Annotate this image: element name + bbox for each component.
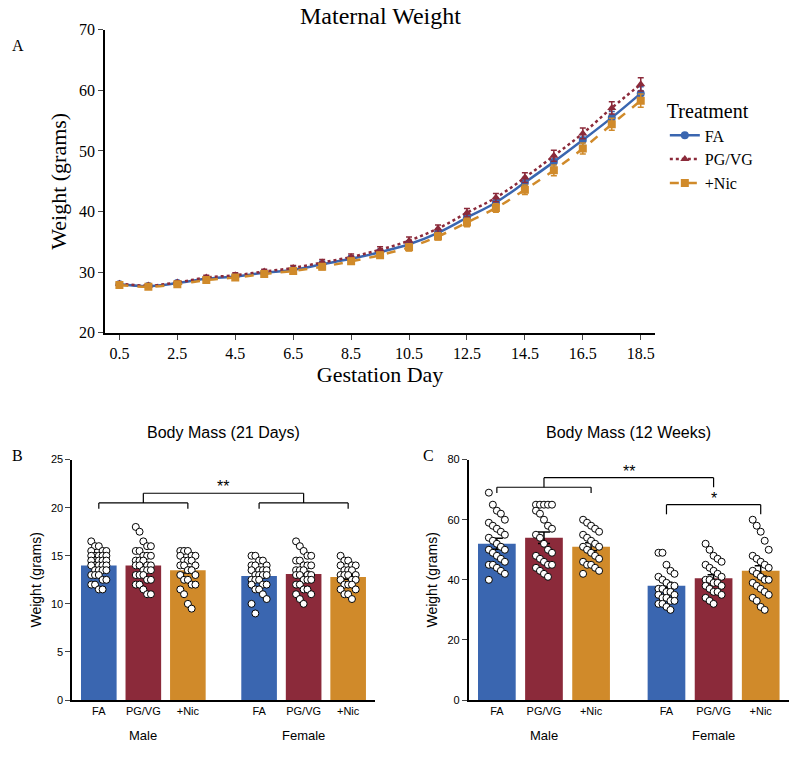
svg-text:Gestation Day: Gestation Day <box>317 362 443 387</box>
svg-text:40: 40 <box>79 203 95 220</box>
svg-text:Female: Female <box>692 728 735 743</box>
svg-text:0.5: 0.5 <box>109 345 129 362</box>
svg-text:*: * <box>711 490 717 507</box>
svg-text:B: B <box>12 447 23 464</box>
svg-text:Weight (grams): Weight (grams) <box>46 113 71 250</box>
svg-text:+Nic: +Nic <box>750 705 773 717</box>
svg-text:30: 30 <box>79 264 95 281</box>
svg-text:20: 20 <box>447 634 459 646</box>
svg-text:40: 40 <box>447 574 459 586</box>
svg-text:20: 20 <box>79 324 95 341</box>
svg-text:8.5: 8.5 <box>341 345 361 362</box>
svg-text:PG/VG: PG/VG <box>286 705 321 717</box>
svg-text:PG/VG: PG/VG <box>696 705 731 717</box>
svg-text:60: 60 <box>447 514 459 526</box>
svg-text:10: 10 <box>51 598 63 610</box>
svg-text:60: 60 <box>79 82 95 99</box>
svg-text:FA: FA <box>660 705 674 717</box>
svg-text:FA: FA <box>490 705 504 717</box>
svg-text:0: 0 <box>454 694 460 706</box>
svg-text:FA: FA <box>252 705 266 717</box>
svg-text:16.5: 16.5 <box>569 345 597 362</box>
svg-text:C: C <box>423 447 434 464</box>
svg-text:+Nic: +Nic <box>705 175 737 192</box>
svg-text:Body Mass (21 Days): Body Mass (21 Days) <box>147 424 300 441</box>
svg-text:Treatment: Treatment <box>667 100 749 122</box>
svg-text:20: 20 <box>51 502 63 514</box>
svg-text:PG/VG: PG/VG <box>527 705 562 717</box>
svg-text:Body Mass (12 Weeks): Body Mass (12 Weeks) <box>546 424 711 441</box>
svg-text:**: ** <box>217 478 229 495</box>
svg-text:Male: Male <box>530 728 558 743</box>
svg-text:PG/VG: PG/VG <box>126 705 161 717</box>
svg-text:FA: FA <box>92 705 106 717</box>
svg-text:80: 80 <box>447 453 459 465</box>
svg-text:+Nic: +Nic <box>580 705 603 717</box>
svg-text:18.5: 18.5 <box>627 345 655 362</box>
svg-text:Weight (grams): Weight (grams) <box>424 532 440 627</box>
svg-text:+Nic: +Nic <box>177 705 200 717</box>
svg-text:12.5: 12.5 <box>453 345 481 362</box>
svg-text:2.5: 2.5 <box>167 345 187 362</box>
svg-text:50: 50 <box>79 143 95 160</box>
svg-text:Maternal Weight: Maternal Weight <box>300 3 461 29</box>
svg-text:0: 0 <box>57 694 63 706</box>
svg-text:+Nic: +Nic <box>337 705 360 717</box>
svg-text:5: 5 <box>57 646 63 658</box>
svg-text:A: A <box>12 37 24 54</box>
svg-text:Male: Male <box>129 728 157 743</box>
svg-text:10.5: 10.5 <box>395 345 423 362</box>
svg-text:14.5: 14.5 <box>511 345 539 362</box>
svg-text:4.5: 4.5 <box>225 345 245 362</box>
svg-text:**: ** <box>623 463 635 480</box>
svg-text:PG/VG: PG/VG <box>705 151 753 168</box>
svg-text:70: 70 <box>79 21 95 38</box>
svg-text:Female: Female <box>282 728 325 743</box>
svg-text:6.5: 6.5 <box>283 345 303 362</box>
svg-text:FA: FA <box>705 128 725 145</box>
svg-text:25: 25 <box>51 453 63 465</box>
svg-text:15: 15 <box>51 550 63 562</box>
svg-text:Weight (grams): Weight (grams) <box>28 532 44 627</box>
